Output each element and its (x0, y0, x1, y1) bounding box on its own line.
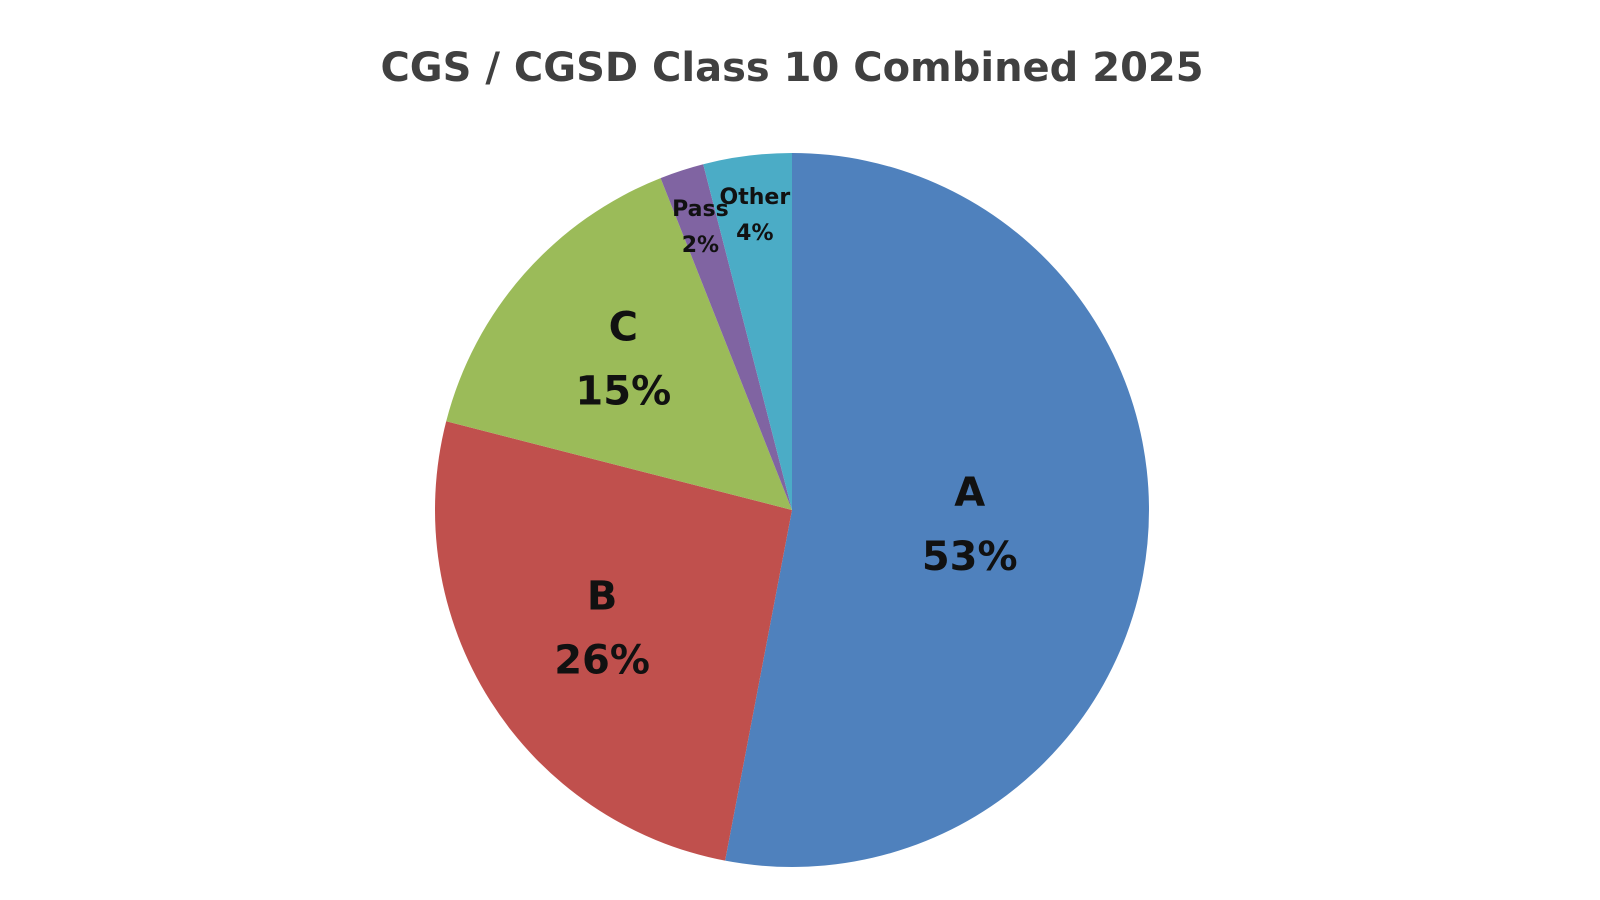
slice-category-label: Pass (672, 197, 729, 222)
pie-slice (725, 153, 1149, 867)
slice-value-label: 2% (682, 233, 719, 258)
pie-slice (660, 164, 792, 510)
slice-value-label: 53% (922, 534, 1018, 580)
slice-category-label: C (609, 304, 638, 350)
slice-category-label: B (587, 574, 618, 620)
slice-value-label: 15% (575, 368, 671, 414)
slice-category-label: A (954, 470, 985, 516)
pie-slice (434, 421, 792, 861)
slice-category-label: Other (720, 185, 791, 210)
chart-title: CGS / CGSD Class 10 Combined 2025 (380, 45, 1203, 91)
slice-value-label: 4% (736, 221, 773, 246)
slice-value-label: 26% (554, 638, 650, 684)
pie-slice (446, 178, 792, 510)
pie-slice (703, 153, 792, 510)
